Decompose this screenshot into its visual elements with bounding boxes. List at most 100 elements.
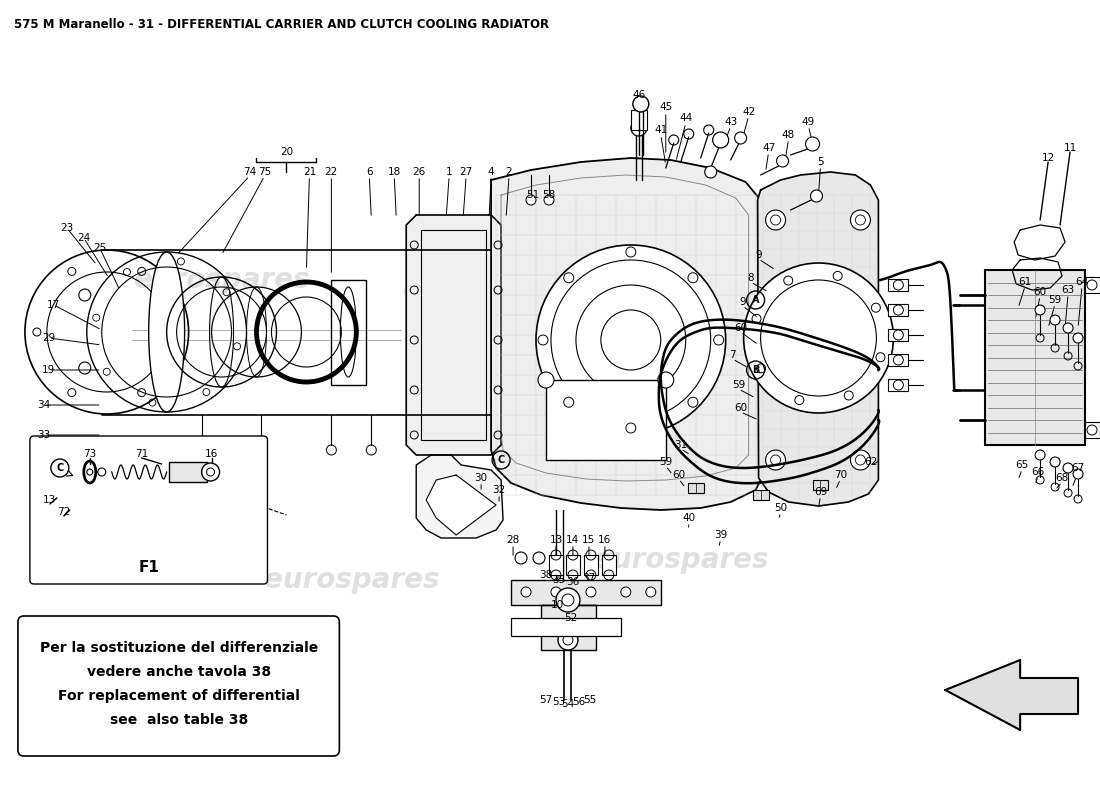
Text: 74: 74 (243, 167, 256, 177)
Circle shape (632, 96, 649, 112)
Text: 38: 38 (539, 570, 552, 580)
Circle shape (688, 398, 697, 407)
Circle shape (766, 210, 785, 230)
Bar (546, 380, 666, 460)
Circle shape (521, 587, 531, 597)
Circle shape (563, 273, 574, 282)
Bar (986, 270, 1085, 445)
Text: 26: 26 (412, 167, 426, 177)
Circle shape (1035, 305, 1045, 315)
Text: 15: 15 (582, 535, 595, 545)
Circle shape (705, 166, 717, 178)
Text: Per la sostituzione del differenziale: Per la sostituzione del differenziale (40, 641, 318, 655)
Text: 19: 19 (42, 365, 55, 375)
Text: 2: 2 (506, 167, 513, 177)
Bar (421, 230, 486, 440)
Text: 48: 48 (782, 130, 795, 140)
Circle shape (563, 635, 573, 645)
Text: vedere anche tavola 38: vedere anche tavola 38 (87, 665, 271, 679)
Bar (630, 110, 647, 130)
Text: 33: 33 (37, 430, 51, 440)
Text: 60: 60 (672, 470, 685, 480)
Circle shape (1063, 463, 1072, 473)
Circle shape (850, 210, 870, 230)
Bar (556, 596, 576, 604)
Text: 71: 71 (135, 449, 149, 459)
Text: 66: 66 (1032, 467, 1045, 477)
Circle shape (833, 271, 843, 281)
Circle shape (714, 335, 724, 345)
Circle shape (87, 469, 92, 475)
Text: 56: 56 (572, 697, 585, 707)
Text: A: A (752, 295, 759, 305)
Text: 47: 47 (762, 143, 776, 153)
Circle shape (626, 247, 636, 257)
Text: 32: 32 (493, 485, 506, 495)
Circle shape (630, 120, 647, 136)
Text: 46: 46 (632, 90, 646, 100)
Bar (688, 483, 704, 493)
Text: 21: 21 (302, 167, 316, 177)
Circle shape (876, 353, 886, 362)
Circle shape (688, 273, 697, 282)
Text: 60: 60 (1034, 287, 1047, 297)
Text: 14: 14 (566, 535, 580, 545)
Polygon shape (945, 660, 1078, 730)
Text: 67: 67 (1071, 463, 1085, 473)
Text: 9: 9 (739, 297, 746, 307)
Text: 12: 12 (1042, 153, 1055, 163)
Circle shape (544, 195, 554, 205)
Text: 9: 9 (756, 250, 762, 260)
Text: 30: 30 (474, 473, 487, 483)
Text: 52: 52 (564, 613, 578, 623)
Text: 65: 65 (1015, 460, 1028, 470)
Circle shape (1035, 450, 1045, 460)
Text: 60: 60 (734, 323, 747, 333)
Text: 4: 4 (487, 167, 494, 177)
Circle shape (777, 155, 789, 167)
Text: 20: 20 (279, 147, 293, 157)
Circle shape (538, 335, 548, 345)
Bar (889, 279, 909, 291)
Text: 42: 42 (742, 107, 756, 117)
Text: 64: 64 (1076, 277, 1089, 287)
Circle shape (845, 391, 854, 400)
Text: 43: 43 (724, 117, 737, 127)
Text: 6: 6 (366, 167, 373, 177)
Circle shape (558, 630, 578, 650)
Text: 51: 51 (527, 190, 540, 200)
Circle shape (586, 587, 596, 597)
Text: eurospares: eurospares (632, 376, 808, 404)
Circle shape (850, 450, 870, 470)
Circle shape (626, 423, 636, 433)
Circle shape (713, 132, 728, 148)
Circle shape (795, 395, 804, 405)
Text: 69: 69 (814, 487, 827, 497)
Text: 72: 72 (57, 507, 70, 517)
Text: eurospares: eurospares (134, 266, 309, 294)
Circle shape (752, 314, 761, 323)
Text: C: C (497, 455, 505, 465)
Text: 8: 8 (747, 273, 754, 283)
Text: 54: 54 (561, 699, 574, 709)
Text: eurospares: eurospares (404, 276, 579, 304)
Bar (168, 462, 207, 482)
Text: 75: 75 (257, 167, 271, 177)
Text: 68: 68 (1055, 473, 1069, 483)
Polygon shape (758, 172, 879, 506)
Polygon shape (1012, 258, 1063, 290)
Text: eurospares: eurospares (264, 566, 439, 594)
Bar (1085, 277, 1100, 293)
Text: 22: 22 (324, 167, 338, 177)
Text: 34: 34 (37, 400, 51, 410)
Text: 39: 39 (714, 530, 727, 540)
Bar (889, 329, 909, 341)
Text: 1: 1 (446, 167, 452, 177)
Text: 59: 59 (659, 457, 672, 467)
Text: 41: 41 (654, 125, 668, 135)
Text: 11: 11 (1064, 143, 1077, 153)
Bar (752, 490, 769, 500)
Text: 31: 31 (674, 440, 688, 450)
Text: 17: 17 (47, 300, 60, 310)
Text: 7: 7 (729, 350, 736, 360)
